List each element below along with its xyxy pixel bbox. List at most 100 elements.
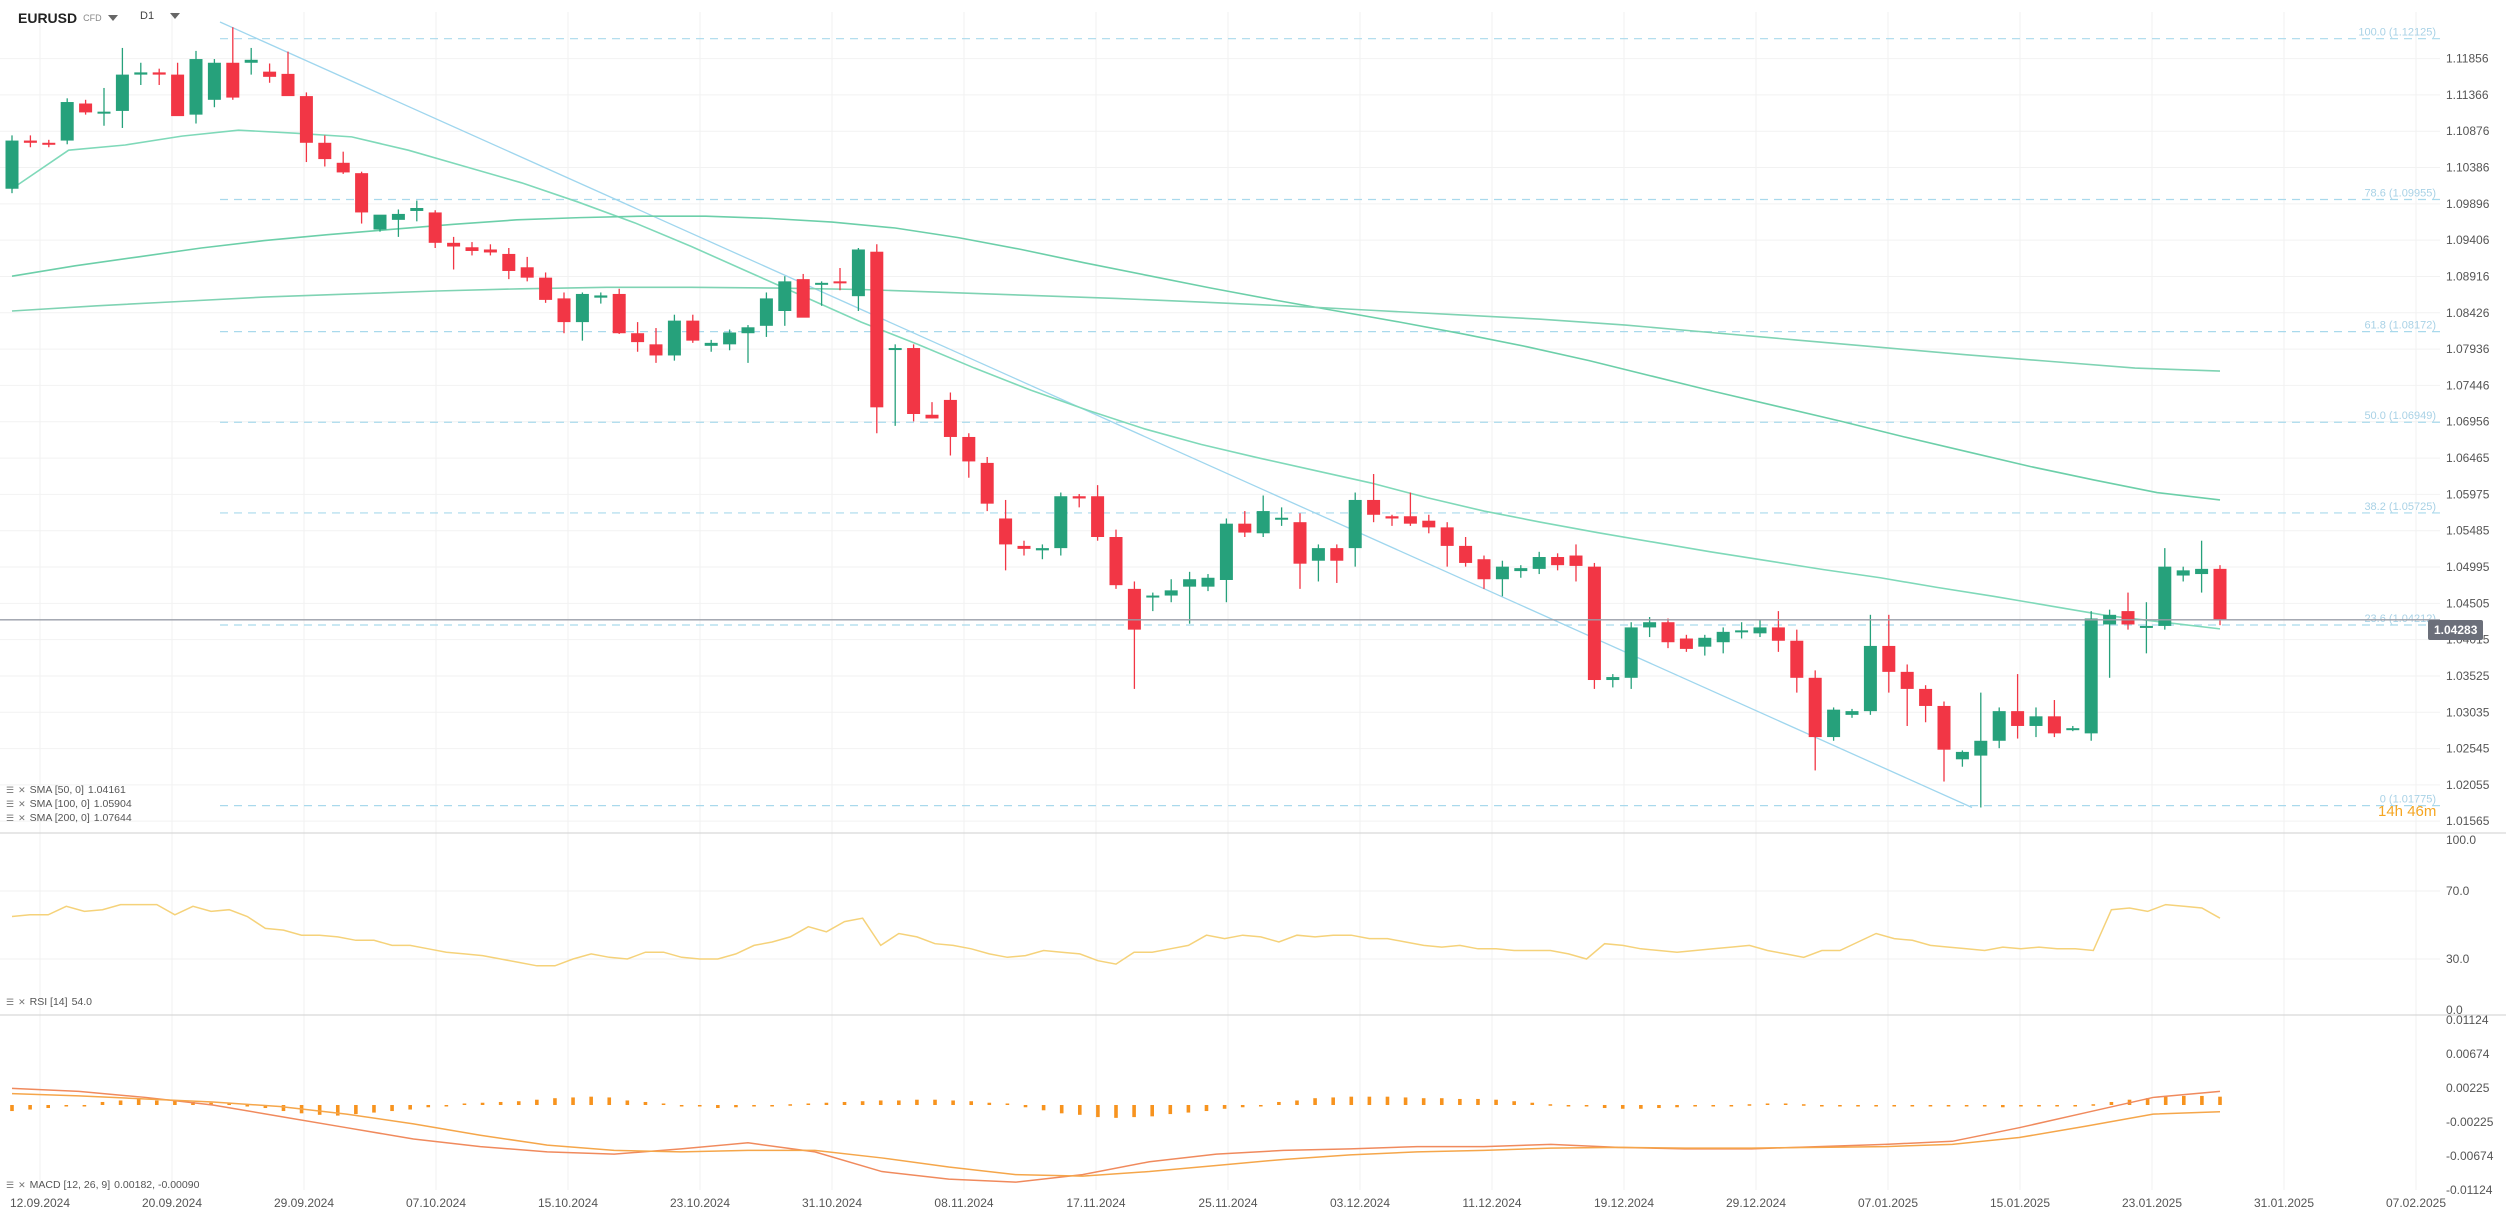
macd-histogram-bar bbox=[1892, 1105, 1897, 1107]
macd-histogram-bar bbox=[1838, 1105, 1842, 1107]
macd-histogram-bar bbox=[697, 1105, 702, 1107]
macd-histogram-bar bbox=[535, 1099, 539, 1105]
macd-histogram-bar bbox=[1928, 1105, 1933, 1107]
candle-body bbox=[2047, 716, 2061, 734]
macd-histogram-bar bbox=[734, 1105, 738, 1108]
candle-body bbox=[23, 140, 37, 143]
macd-histogram-bar bbox=[444, 1105, 449, 1107]
candle-body bbox=[318, 142, 332, 160]
candle-body bbox=[1900, 671, 1914, 689]
candle-body bbox=[189, 59, 203, 115]
macd-histogram-bar bbox=[28, 1105, 32, 1110]
timeframe-selector[interactable]: D1 bbox=[140, 10, 181, 22]
candle-body bbox=[2066, 728, 2080, 731]
candle-body bbox=[631, 333, 645, 343]
macd-histogram-bar bbox=[1874, 1105, 1878, 1107]
x-tick-label: 07.02.2025 bbox=[2386, 1196, 2446, 1210]
candle-body bbox=[1845, 711, 1859, 715]
legend-sma50[interactable]: ☰ ✕ SMA [50, 0] 1.04161 bbox=[6, 784, 126, 796]
candle-body bbox=[97, 111, 111, 114]
candle-body bbox=[60, 102, 74, 141]
x-tick-label: 23.01.2025 bbox=[2122, 1196, 2182, 1210]
macd-histogram-bar bbox=[1349, 1096, 1354, 1105]
macd-histogram-bar bbox=[860, 1101, 865, 1105]
candle-body bbox=[1587, 566, 1601, 681]
candle-body bbox=[79, 103, 93, 113]
symbol-selector[interactable]: EURUSD CFD bbox=[18, 10, 118, 26]
candle-body bbox=[1808, 677, 1822, 738]
candle-body bbox=[723, 332, 737, 345]
x-tick-label: 31.10.2024 bbox=[802, 1196, 862, 1210]
macd-histogram-bar bbox=[1204, 1105, 1209, 1112]
x-tick-label: 29.12.2024 bbox=[1726, 1196, 1786, 1210]
legend-macd-label: MACD [12, 26, 9] bbox=[29, 1179, 111, 1191]
close-icon[interactable]: ✕ bbox=[18, 812, 26, 823]
close-icon[interactable]: ✕ bbox=[18, 784, 26, 795]
candle-body bbox=[1495, 566, 1509, 580]
macd-histogram-bar bbox=[64, 1105, 69, 1107]
macd-histogram-bar bbox=[2001, 1105, 2005, 1108]
legend-rsi[interactable]: ☰ ✕ RSI [14] 54.0 bbox=[6, 996, 92, 1008]
macd-histogram-bar bbox=[1132, 1105, 1136, 1118]
legend-sma100-label: SMA [100, 0] bbox=[29, 798, 90, 810]
menu-icon[interactable]: ☰ bbox=[6, 1179, 15, 1190]
close-icon[interactable]: ✕ bbox=[18, 996, 26, 1007]
candle-body bbox=[115, 74, 129, 111]
macd-histogram-bar bbox=[1801, 1104, 1806, 1106]
macd-histogram-bar bbox=[1783, 1103, 1788, 1105]
fibonacci-label: 23.6 (1.04212) bbox=[2364, 613, 2436, 625]
candle-body bbox=[483, 249, 497, 253]
macd-histogram-bar bbox=[625, 1100, 630, 1105]
y-tick-label: 1.03035 bbox=[2446, 705, 2490, 719]
candle-body bbox=[2139, 625, 2153, 628]
candle-body bbox=[1275, 517, 1289, 520]
macd-histogram-bar bbox=[227, 1103, 231, 1105]
y-tick-label: 1.02545 bbox=[2446, 742, 2490, 756]
legend-macd[interactable]: ☰ ✕ MACD [12, 26, 9] 0.00182, -0.00090 bbox=[6, 1179, 199, 1191]
menu-icon[interactable]: ☰ bbox=[6, 798, 15, 809]
macd-histogram-bar bbox=[589, 1096, 593, 1105]
legend-sma100[interactable]: ☰ ✕ SMA [100, 0] 1.05904 bbox=[6, 798, 132, 810]
macd-histogram-bar bbox=[118, 1100, 123, 1105]
candle-body bbox=[686, 320, 700, 341]
candle-body bbox=[428, 212, 442, 243]
legend-macd-value: 0.00182, -0.00090 bbox=[114, 1179, 200, 1191]
candle-body bbox=[1827, 709, 1841, 738]
macd-histogram-bar bbox=[788, 1104, 793, 1106]
sma-line-1 bbox=[11, 129, 2221, 630]
legend-sma200[interactable]: ☰ ✕ SMA [200, 0] 1.07644 bbox=[6, 812, 132, 824]
x-tick-label: 23.10.2024 bbox=[670, 1196, 730, 1210]
x-tick-label: 17.11.2024 bbox=[1066, 1196, 1125, 1210]
candle-body bbox=[1127, 588, 1141, 630]
macd-histogram-bar bbox=[1657, 1105, 1661, 1109]
menu-icon[interactable]: ☰ bbox=[6, 812, 15, 823]
chevron-down-icon bbox=[170, 13, 181, 19]
y-tick-label: 1.10386 bbox=[2446, 161, 2490, 175]
macd-histogram-bar bbox=[1023, 1105, 1028, 1108]
chevron-down-icon bbox=[107, 15, 118, 21]
candle-body bbox=[943, 399, 957, 437]
candle-body bbox=[1201, 577, 1215, 587]
macd-histogram-bar bbox=[335, 1105, 340, 1116]
macd-histogram-bar bbox=[806, 1103, 811, 1105]
fibonacci-label: 50.0 (1.06949) bbox=[2364, 410, 2436, 422]
close-icon[interactable]: ✕ bbox=[18, 1179, 26, 1190]
macd-histogram-bar bbox=[462, 1103, 467, 1105]
macd-histogram-bar bbox=[1059, 1105, 1064, 1114]
menu-icon[interactable]: ☰ bbox=[6, 996, 15, 1007]
x-tick-label: 07.10.2024 bbox=[406, 1196, 466, 1210]
candle-body bbox=[1367, 499, 1381, 515]
macd-histogram-bar bbox=[245, 1105, 250, 1107]
macd-histogram-bar bbox=[1729, 1105, 1734, 1107]
candle-body bbox=[1735, 630, 1749, 633]
candle-body bbox=[1551, 557, 1565, 566]
macd-histogram-bar bbox=[10, 1105, 14, 1112]
menu-icon[interactable]: ☰ bbox=[6, 784, 15, 795]
macd-histogram-bar bbox=[209, 1102, 213, 1105]
candle-body bbox=[1661, 622, 1675, 643]
close-icon[interactable]: ✕ bbox=[18, 798, 26, 809]
macd-line bbox=[11, 1087, 2221, 1183]
macd-histogram-bar bbox=[1295, 1100, 1299, 1105]
x-tick-label: 03.12.2024 bbox=[1330, 1196, 1390, 1210]
